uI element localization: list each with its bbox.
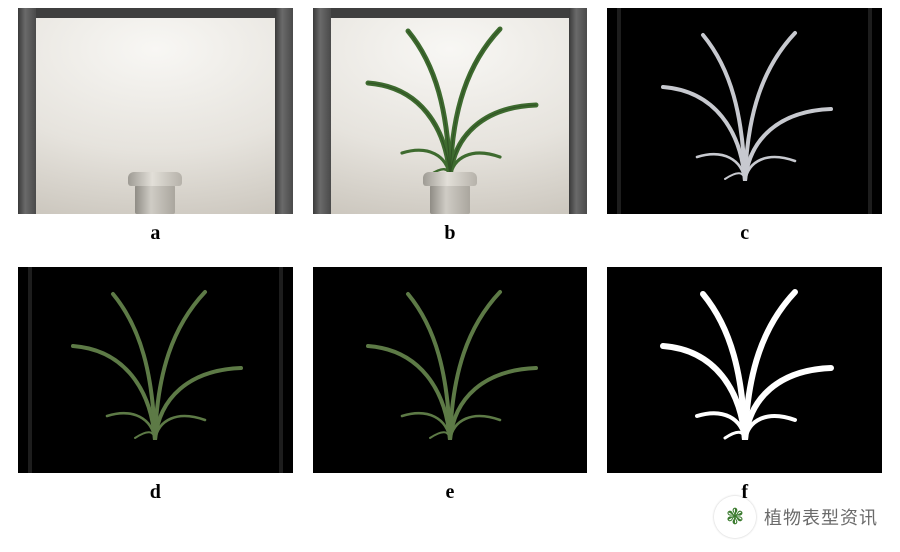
panel-d bbox=[18, 267, 293, 473]
leaf-icon: ❃ bbox=[726, 504, 744, 530]
chamber-frame-left bbox=[18, 8, 36, 214]
plant-d bbox=[55, 280, 255, 445]
chamber-frame-left bbox=[313, 8, 331, 214]
panel-b bbox=[313, 8, 588, 214]
chamber-frame-top bbox=[36, 8, 275, 18]
figure-grid: a bbox=[0, 0, 900, 552]
plant-c bbox=[645, 21, 845, 186]
panel-label-e: e bbox=[446, 481, 455, 504]
chamber-frame-right bbox=[569, 8, 587, 214]
pot bbox=[128, 168, 182, 214]
panel-f bbox=[607, 267, 882, 473]
panel-label-d: d bbox=[150, 481, 161, 504]
watermark-text: 植物表型资讯 bbox=[764, 504, 878, 530]
sidebar-left bbox=[28, 267, 32, 473]
panel-a bbox=[18, 8, 293, 214]
plant-f bbox=[645, 280, 845, 445]
plant-e bbox=[350, 280, 550, 445]
plant-b bbox=[350, 17, 550, 182]
plant-svg bbox=[645, 280, 845, 440]
watermark: ❃ 植物表型资讯 bbox=[714, 496, 878, 538]
plant-svg bbox=[350, 280, 550, 440]
panel-cell-c: c bbox=[607, 8, 882, 253]
panel-cell-f: f bbox=[607, 267, 882, 512]
sidebar-left bbox=[617, 8, 621, 214]
panel-label-c: c bbox=[740, 222, 749, 245]
chamber-frame-right bbox=[275, 8, 293, 214]
pot bbox=[423, 168, 477, 214]
sidebar-right bbox=[868, 8, 872, 214]
panel-cell-b: b bbox=[313, 8, 588, 253]
panel-c bbox=[607, 8, 882, 214]
panel-cell-e: e bbox=[313, 267, 588, 512]
panel-label-a: a bbox=[150, 222, 160, 245]
panel-cell-a: a bbox=[18, 8, 293, 253]
plant-svg bbox=[350, 17, 550, 177]
plant-svg bbox=[645, 21, 845, 181]
panel-e bbox=[313, 267, 588, 473]
watermark-badge: ❃ bbox=[714, 496, 756, 538]
panel-cell-d: d bbox=[18, 267, 293, 512]
panel-label-b: b bbox=[444, 222, 455, 245]
sidebar-right bbox=[279, 267, 283, 473]
plant-svg bbox=[55, 280, 255, 440]
